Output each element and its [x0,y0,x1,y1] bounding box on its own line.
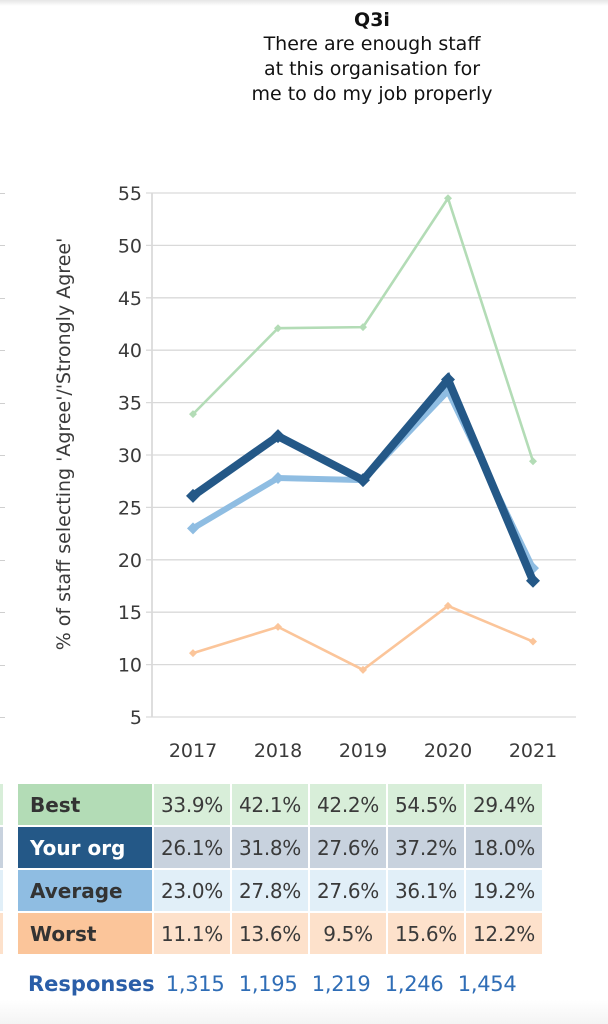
edge-tick [0,245,5,246]
table-cell: 33.9% [154,784,230,825]
y-tick-label: 5 [130,707,142,729]
table-cell: 11.1% [154,913,230,954]
responses-value: 1,246 [384,972,444,996]
y-tick-label: 50 [118,235,142,257]
responses-value: 1,219 [311,972,371,996]
table-cell: 23.0% [154,870,230,911]
edge-tick [0,717,5,718]
question-line-2: at this organisation for [263,58,481,80]
data-point-your-org [441,372,455,387]
data-point-best [189,410,197,419]
table-cell: 31.8% [232,827,308,868]
x-axis-ticks: 2017 2018 2019 2020 2021 [169,740,557,762]
bottom-shadow [0,1000,608,1024]
edge-tick [0,403,5,404]
data-point-best [274,324,282,333]
data-point-your-org [356,473,370,488]
x-tick-label: 2017 [169,740,217,762]
data-table: Best 33.9% 42.1% 42.2% 54.5% 29.4% Your org 26.… [16,782,544,956]
table-cell: 42.2% [310,784,386,825]
table-cell: 15.6% [388,913,464,954]
chart-title: Q3i There are enough staff at this organ… [200,8,544,107]
edge-fragment [0,913,3,954]
x-tick-label: 2018 [254,740,302,762]
responses-row: Responses 1,315 1,195 1,219 1,246 1,454 [28,972,524,996]
x-tick-label: 2021 [509,740,557,762]
edge-tick [0,193,5,194]
table-cell: 18.0% [466,827,542,868]
edge-tick [0,560,5,561]
y-tick-label: 45 [118,288,142,310]
table-cell: 27.8% [232,870,308,911]
row-label: Best [18,784,152,825]
y-tick-label: 35 [118,393,142,415]
responses-value: 1,195 [238,972,298,996]
data-point-average [272,472,284,485]
table-cell: 12.2% [466,913,542,954]
data-point-your-org [526,573,540,588]
y-tick-label: 30 [118,445,142,467]
y-tick-label: 15 [118,602,142,624]
y-axis-ticks: 5 10 15 20 25 30 35 40 45 50 55 [118,183,142,729]
table-cell: 37.2% [388,827,464,868]
data-point-your-org [271,429,285,444]
y-tick-label: 20 [118,550,142,572]
edge-tick [0,612,5,613]
edge-fragment [0,784,3,825]
table-cell: 13.6% [232,913,308,954]
x-tick-label: 2020 [424,740,472,762]
data-point-your-org [186,488,200,503]
edge-fragment [0,827,3,868]
data-point-worst [359,665,367,674]
responses-value: 1,315 [165,972,225,996]
data-point-best [444,194,452,203]
x-tick-label: 2019 [339,740,387,762]
edge-tick [0,298,5,299]
table-cell: 19.2% [466,870,542,911]
top-shadow [0,0,608,6]
table-cell: 9.5% [310,913,386,954]
edge-fragment [0,870,3,911]
table-cell: 42.1% [232,784,308,825]
row-label: Worst [18,913,152,954]
y-tick-label: 10 [118,655,142,677]
table-cell: 26.1% [154,827,230,868]
data-point-worst [529,637,537,646]
row-label: Your org [18,827,152,868]
edge-tick [0,665,5,666]
data-point-worst [189,649,197,658]
edge-tick [0,455,5,456]
edge-tick [0,507,5,508]
table-cell: 36.1% [388,870,464,911]
data-point-best [529,457,537,466]
table-cell: 27.6% [310,870,386,911]
table-cell: 29.4% [466,784,542,825]
data-point-worst [444,601,452,610]
y-tick-label: 40 [118,340,142,362]
table-cell: 27.6% [310,827,386,868]
question-id: Q3i [354,9,390,31]
data-point-best [359,323,367,332]
table-row: Average 23.0% 27.8% 27.6% 36.1% 19.2% [18,870,542,911]
data-point-average [187,522,199,535]
series-lines [186,194,540,674]
edge-tick [0,350,5,351]
responses-value: 1,454 [457,972,517,996]
table-cell: 54.5% [388,784,464,825]
table-row: Worst 11.1% 13.6% 9.5% 15.6% 12.2% [18,913,542,954]
row-label: Average [18,870,152,911]
responses-label: Responses [28,972,155,996]
table-row: Your org 26.1% 31.8% 27.6% 37.2% 18.0% [18,827,542,868]
gridlines [146,192,576,718]
y-tick-label: 25 [118,497,142,519]
series-line-worst [192,604,534,672]
data-point-worst [274,622,282,631]
question-line-1: There are enough staff [263,33,481,55]
table-row: Best 33.9% 42.1% 42.2% 54.5% 29.4% [18,784,542,825]
y-tick-label: 55 [118,183,142,205]
question-line-3: me to do my job properly [251,83,493,105]
